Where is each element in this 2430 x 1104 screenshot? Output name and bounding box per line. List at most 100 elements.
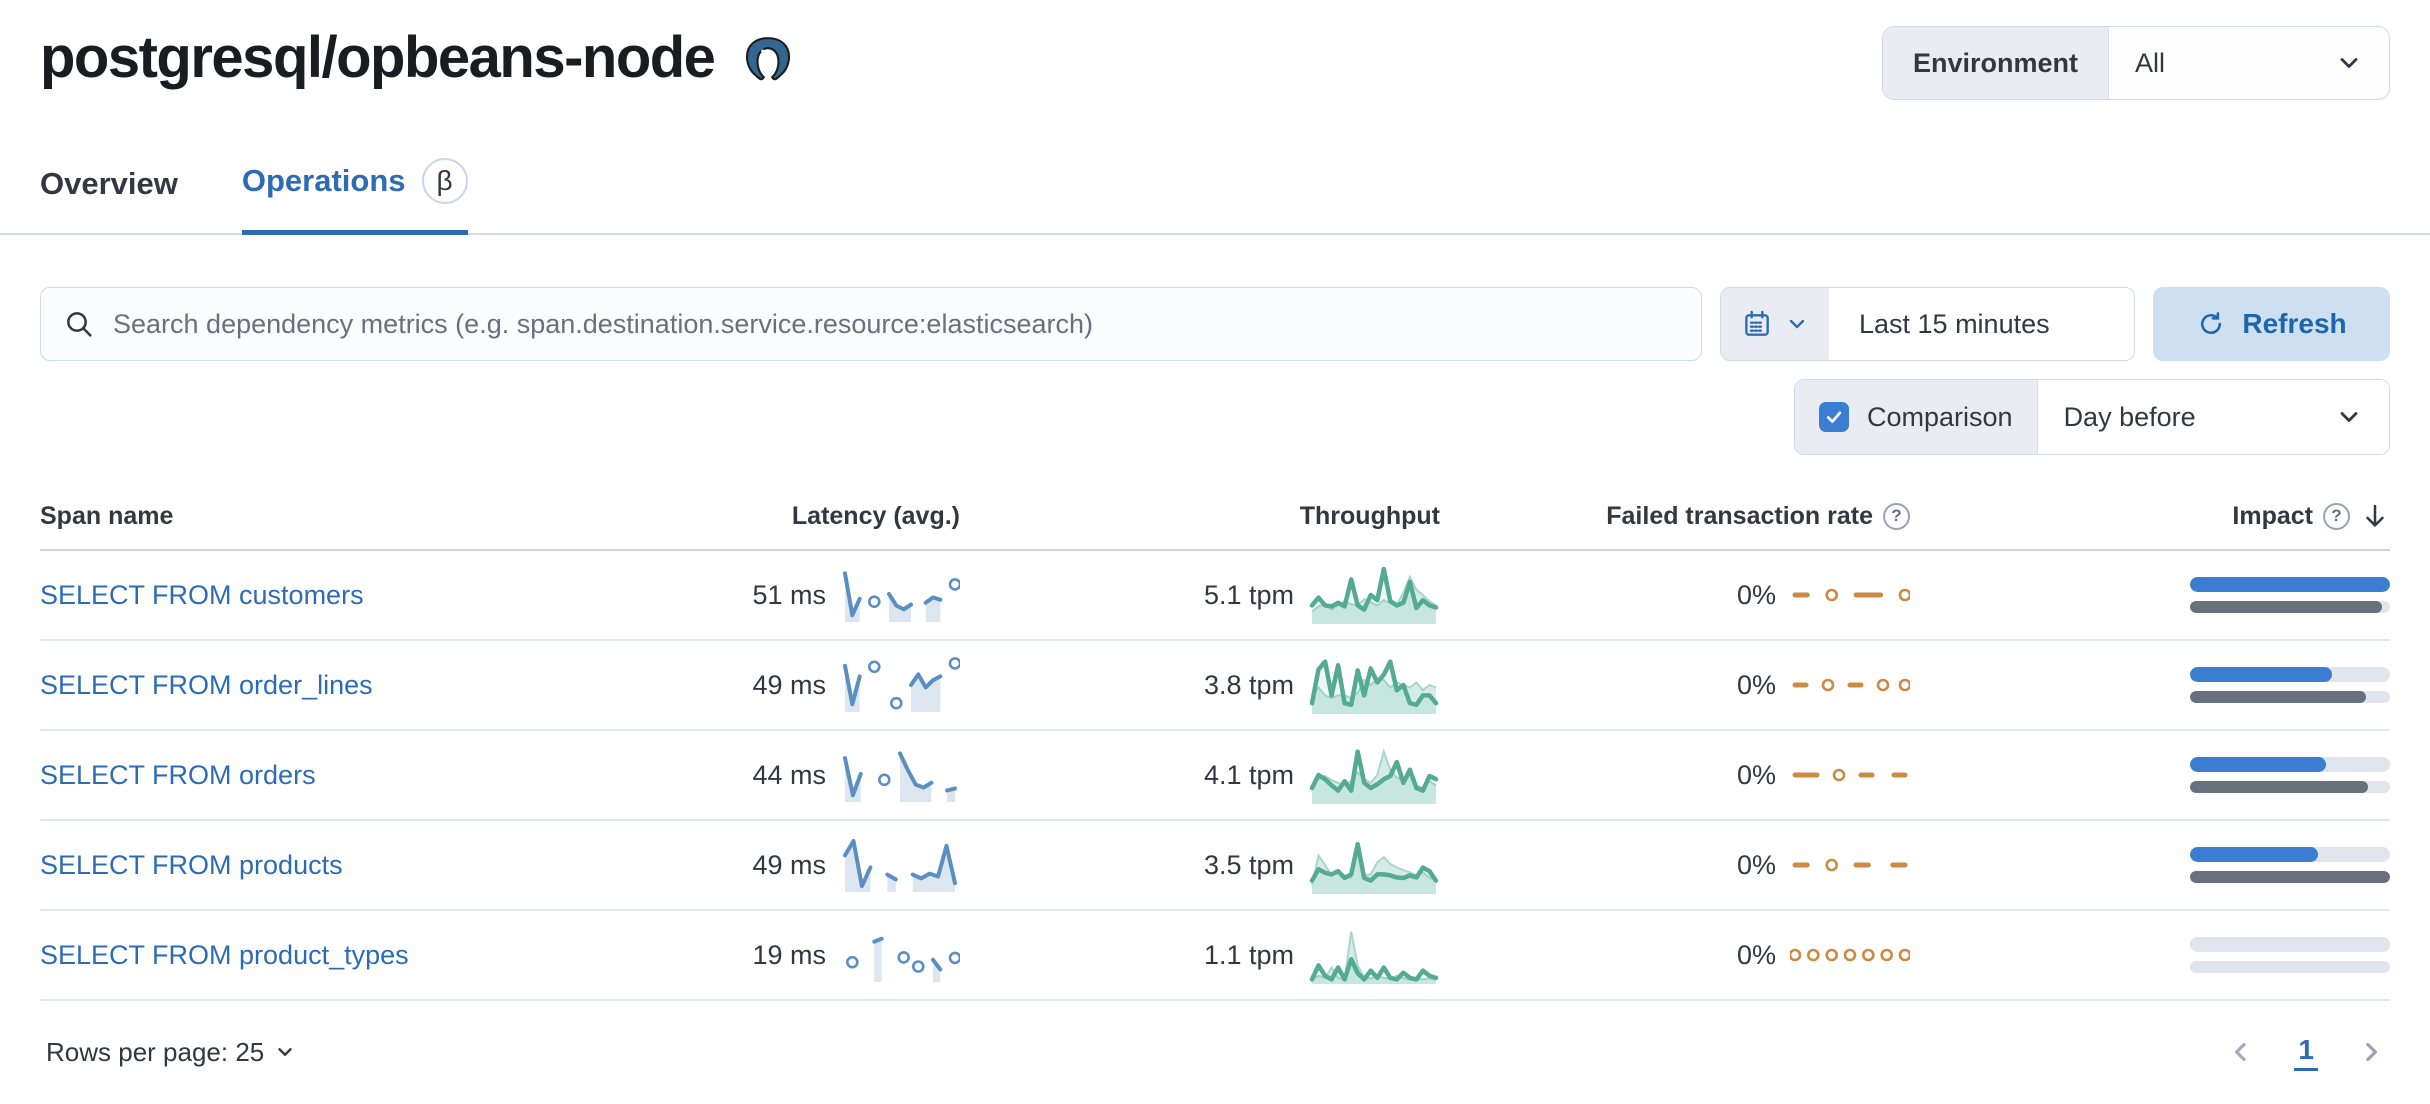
latency-sparkline xyxy=(840,926,960,984)
span-link[interactable]: SELECT FROM orders xyxy=(40,759,316,790)
table-row: SELECT FROM orders 44 ms 4.1 tpm 0% xyxy=(40,731,2390,821)
page-header: postgresql/opbeans-node Environment All xyxy=(0,0,2430,100)
impact-bars xyxy=(2190,937,2390,973)
time-range-value[interactable]: Last 15 minutes xyxy=(1859,308,2050,339)
latency-sparkline xyxy=(840,836,960,894)
failed-rate-value: 0% xyxy=(1736,939,1776,970)
throughput-value: 4.1 tpm xyxy=(1203,759,1294,790)
tab-operations-label: Operations xyxy=(241,163,406,198)
failed-rate-value: 0% xyxy=(1736,849,1776,880)
column-header-span-name: Span name xyxy=(40,501,174,530)
check-icon xyxy=(1826,411,1842,423)
environment-select[interactable]: Environment All xyxy=(1882,26,2390,100)
failed-rate-value: 0% xyxy=(1736,579,1776,610)
throughput-sparkline xyxy=(1308,655,1440,715)
comparison-label: Comparison xyxy=(1867,401,2013,432)
comparison-select[interactable]: Day before xyxy=(2037,380,2389,454)
chevron-down-icon xyxy=(278,1048,292,1056)
beta-badge: β xyxy=(421,158,468,204)
chevron-left-icon xyxy=(2235,1042,2247,1062)
throughput-sparkline xyxy=(1308,745,1440,805)
throughput-sparkline xyxy=(1308,565,1440,625)
chevron-down-icon xyxy=(2340,58,2358,68)
impact-bar-previous xyxy=(2190,871,2390,883)
previous-page-button[interactable] xyxy=(2222,1033,2260,1071)
chevron-right-icon xyxy=(2366,1042,2377,1062)
search-input[interactable] xyxy=(111,307,1679,341)
span-link[interactable]: SELECT FROM order_lines xyxy=(40,669,373,700)
search-box xyxy=(40,287,1702,361)
throughput-value: 1.1 tpm xyxy=(1203,939,1294,970)
failed-rate-value: 0% xyxy=(1736,669,1776,700)
column-header-latency[interactable]: Latency (avg.) xyxy=(791,501,960,530)
rows-per-page-button[interactable]: Rows per page: 25 xyxy=(40,1036,302,1069)
postgresql-icon xyxy=(746,36,791,81)
tab-overview-label: Overview xyxy=(40,165,178,201)
table-header: Span name Latency (avg.) Throughput Fail… xyxy=(40,501,2390,551)
table-body: SELECT FROM customers 51 ms 5.1 tpm 0% S… xyxy=(40,551,2390,1001)
search-icon xyxy=(67,312,92,337)
date-picker: Last 15 minutes xyxy=(1720,287,2135,361)
page-title: postgresql/opbeans-node xyxy=(40,25,716,90)
throughput-sparkline xyxy=(1308,925,1440,985)
failed-rate-sparkline xyxy=(1790,940,1910,970)
tab-operations[interactable]: Operations β xyxy=(241,158,468,235)
table-row: SELECT FROM customers 51 ms 5.1 tpm 0% xyxy=(40,551,2390,641)
impact-bars xyxy=(2190,667,2390,703)
impact-bar-previous xyxy=(2190,691,2366,703)
tabs: Overview Operations β xyxy=(0,158,2430,235)
table-row: SELECT FROM product_types 19 ms 1.1 tpm … xyxy=(40,911,2390,1001)
environment-value: All xyxy=(2135,47,2166,78)
environment-label: Environment xyxy=(1883,27,2110,99)
question-icon[interactable] xyxy=(2323,502,2350,530)
latency-value: 51 ms xyxy=(752,579,826,610)
page-number[interactable]: 1 xyxy=(2294,1034,2318,1071)
impact-bar-current xyxy=(2190,667,2332,682)
failed-rate-sparkline xyxy=(1790,760,1910,790)
table-row: SELECT FROM order_lines 49 ms 3.8 tpm 0% xyxy=(40,641,2390,731)
throughput-value: 3.8 tpm xyxy=(1203,669,1294,700)
latency-value: 49 ms xyxy=(752,669,826,700)
column-header-throughput[interactable]: Throughput xyxy=(1299,501,1440,530)
latency-sparkline xyxy=(840,566,960,624)
comparison-control: Comparison Day before xyxy=(1794,379,2390,455)
latency-sparkline xyxy=(840,656,960,714)
question-icon[interactable] xyxy=(1883,502,1910,530)
impact-bar-current xyxy=(2190,757,2326,772)
latency-value: 19 ms xyxy=(752,939,826,970)
span-link[interactable]: SELECT FROM customers xyxy=(40,579,364,610)
span-link[interactable]: SELECT FROM product_types xyxy=(40,939,409,970)
refresh-button[interactable]: Refresh xyxy=(2153,287,2390,361)
throughput-sparkline xyxy=(1308,835,1440,895)
span-link[interactable]: SELECT FROM products xyxy=(40,849,343,880)
column-header-failed-rate[interactable]: Failed transaction rate xyxy=(1440,502,1910,531)
table-footer: Rows per page: 25 1 xyxy=(0,1033,2430,1071)
operations-table: Span name Latency (avg.) Throughput Fail… xyxy=(0,501,2430,1001)
column-header-impact[interactable]: Impact xyxy=(1910,501,2390,531)
failed-rate-sparkline xyxy=(1790,670,1910,700)
next-page-button[interactable] xyxy=(2352,1033,2390,1071)
date-picker-calendar-button[interactable] xyxy=(1721,288,1829,360)
impact-bar-current xyxy=(2190,577,2390,592)
latency-value: 49 ms xyxy=(752,849,826,880)
impact-bar-current xyxy=(2190,847,2318,862)
comparison-checkbox[interactable] xyxy=(1819,402,1849,432)
table-row: SELECT FROM products 49 ms 3.5 tpm 0% xyxy=(40,821,2390,911)
sort-descending-icon xyxy=(2366,504,2384,527)
failed-rate-sparkline xyxy=(1790,850,1910,880)
impact-bar-previous xyxy=(2190,601,2382,613)
tab-overview[interactable]: Overview xyxy=(40,158,178,235)
impact-bars xyxy=(2190,847,2390,883)
refresh-label: Refresh xyxy=(2242,308,2347,339)
latency-sparkline xyxy=(840,746,960,804)
calendar-icon xyxy=(1745,310,1769,336)
latency-value: 44 ms xyxy=(752,759,826,790)
toolbar: Last 15 minutes Refresh xyxy=(0,287,2430,361)
failed-rate-value: 0% xyxy=(1736,759,1776,790)
throughput-value: 5.1 tpm xyxy=(1203,579,1294,610)
refresh-icon xyxy=(2201,312,2222,334)
throughput-value: 3.5 tpm xyxy=(1203,849,1294,880)
impact-bars xyxy=(2190,757,2390,793)
comparison-toggle[interactable]: Comparison xyxy=(1795,380,2038,454)
